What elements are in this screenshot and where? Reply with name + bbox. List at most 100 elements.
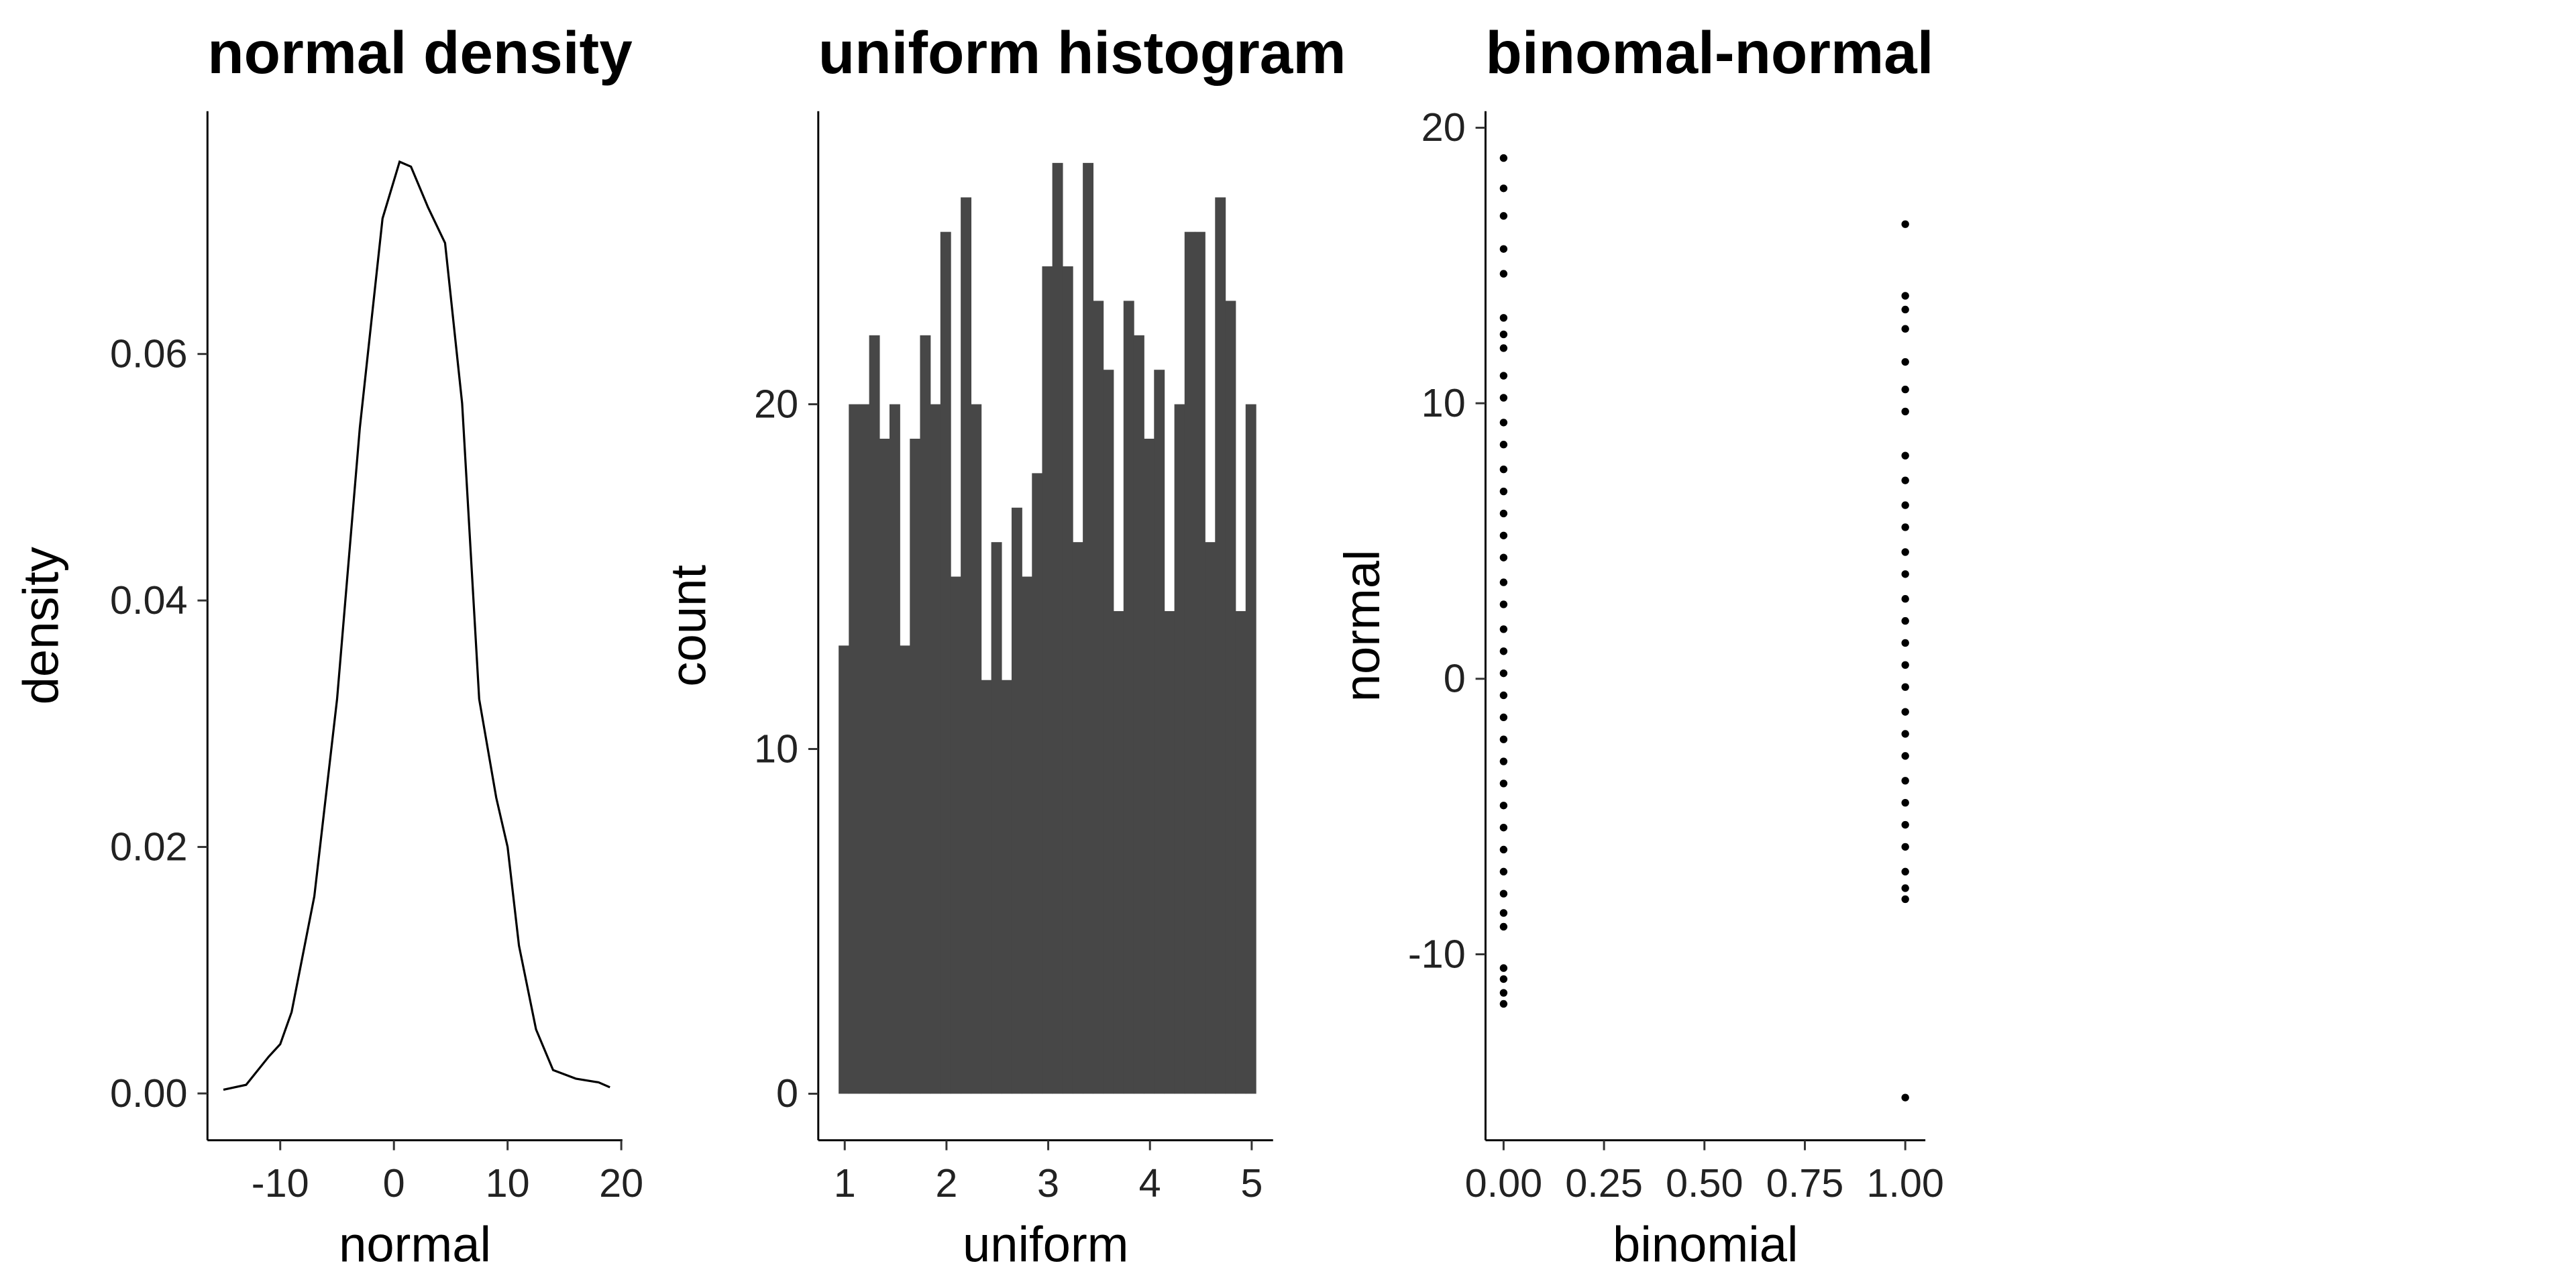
x-tick-label: 2: [935, 1161, 957, 1205]
bar: [961, 197, 972, 1094]
bar: [1103, 370, 1114, 1094]
point: [1499, 909, 1508, 917]
point: [1901, 884, 1909, 892]
bar: [1235, 610, 1246, 1094]
point: [1499, 713, 1508, 722]
chart-title: binomal-normal: [1485, 19, 1933, 86]
point: [1901, 708, 1909, 716]
point: [1499, 441, 1508, 449]
point: [1901, 895, 1909, 904]
point: [1499, 845, 1508, 854]
point: [1499, 757, 1508, 765]
bar: [879, 438, 890, 1094]
y-tick-label: 0.02: [110, 824, 188, 869]
x-tick-label: 1: [834, 1161, 856, 1205]
point: [1901, 523, 1909, 531]
point: [1901, 220, 1909, 228]
y-tick-label: 0.06: [110, 331, 188, 376]
point: [1901, 385, 1909, 394]
bar: [1123, 301, 1134, 1094]
point: [1901, 325, 1909, 333]
x-tick-label: 20: [599, 1161, 643, 1205]
point: [1499, 154, 1508, 162]
point: [1901, 798, 1909, 807]
point: [1499, 647, 1508, 655]
bar: [1042, 266, 1053, 1094]
bar: [1093, 301, 1104, 1094]
bar: [1001, 680, 1012, 1094]
point: [1499, 419, 1508, 427]
bar: [971, 404, 982, 1094]
x-tick-label: 0.25: [1565, 1161, 1643, 1205]
y-tick-label: 20: [1421, 105, 1466, 150]
point: [1901, 730, 1909, 738]
point: [1499, 780, 1508, 788]
point: [1499, 553, 1508, 561]
bar: [1032, 473, 1043, 1094]
bar: [1164, 610, 1175, 1094]
point: [1499, 270, 1508, 278]
point: [1499, 989, 1508, 997]
point: [1499, 212, 1508, 220]
x-tick-label: 1.00: [1866, 1161, 1944, 1205]
point: [1901, 476, 1909, 484]
point: [1499, 867, 1508, 876]
point: [1499, 823, 1508, 832]
bar: [1245, 404, 1256, 1094]
point: [1499, 344, 1508, 352]
bar: [1154, 370, 1165, 1094]
point: [1499, 509, 1508, 518]
bar: [849, 404, 860, 1094]
point: [1901, 867, 1909, 876]
x-tick-label: 3: [1037, 1161, 1059, 1205]
bar: [1194, 231, 1205, 1094]
point: [1499, 487, 1508, 496]
y-tick-label: 0.04: [110, 578, 188, 623]
y-tick-label: 20: [754, 381, 798, 426]
bar: [940, 231, 951, 1094]
point: [1901, 595, 1909, 603]
point: [1499, 975, 1508, 983]
point: [1901, 843, 1909, 851]
point: [1499, 735, 1508, 743]
point: [1499, 372, 1508, 380]
point: [1901, 639, 1909, 647]
y-tick-label: -10: [1408, 931, 1466, 976]
point: [1901, 358, 1909, 366]
y-tick-label: 0.00: [110, 1071, 188, 1116]
x-axis-title: normal: [339, 1216, 491, 1272]
bar: [920, 335, 931, 1094]
panel: normal density normal density 0.00 0.02 0.04 0…: [13, 19, 644, 1273]
bar: [1144, 438, 1155, 1094]
x-tick-label: 4: [1139, 1161, 1161, 1205]
x-tick-label: -10: [252, 1161, 309, 1205]
y-axis-title: normal: [1334, 549, 1390, 702]
bar: [981, 680, 992, 1094]
bar: [1113, 610, 1124, 1094]
bar: [869, 335, 880, 1094]
point: [1901, 501, 1909, 509]
chart-title: normal density: [207, 19, 633, 86]
point: [1499, 691, 1508, 700]
point: [1499, 1000, 1508, 1008]
panel: uniform histogram uniform count 0 10 20 1 2 3 4 5: [661, 19, 1346, 1273]
point: [1901, 292, 1909, 300]
point: [1499, 802, 1508, 810]
point: [1901, 661, 1909, 669]
x-tick-label: 5: [1240, 1161, 1263, 1205]
y-axis-title: density: [13, 547, 69, 704]
point: [1901, 1093, 1909, 1102]
point: [1901, 570, 1909, 578]
bar: [950, 576, 961, 1094]
point: [1901, 305, 1909, 314]
bar: [1184, 231, 1195, 1094]
x-tick-label: 0.00: [1465, 1161, 1543, 1205]
point: [1901, 616, 1909, 625]
x-tick-label: 0.75: [1766, 1161, 1844, 1205]
bar: [910, 438, 921, 1094]
x-axis-title: binomial: [1613, 1216, 1798, 1272]
point: [1901, 777, 1909, 785]
point: [1499, 600, 1508, 608]
